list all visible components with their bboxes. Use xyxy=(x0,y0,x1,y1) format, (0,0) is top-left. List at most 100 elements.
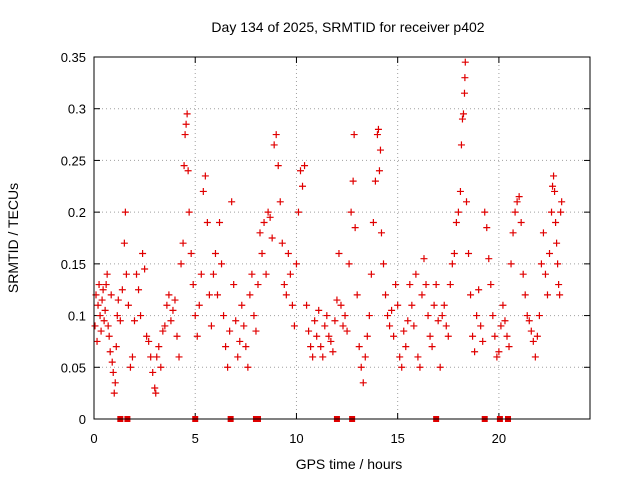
data-point xyxy=(533,332,541,340)
data-point xyxy=(377,229,385,237)
data-point xyxy=(205,291,213,299)
data-point xyxy=(185,208,193,216)
data-point xyxy=(201,172,209,180)
data-point xyxy=(268,234,276,242)
data-point xyxy=(485,255,493,263)
data-point xyxy=(96,312,104,320)
data-point xyxy=(363,332,371,340)
data-point xyxy=(410,322,418,330)
data-point xyxy=(292,260,300,268)
data-point xyxy=(114,296,122,304)
data-point xyxy=(167,317,175,325)
data-point xyxy=(109,368,117,376)
data-point xyxy=(276,198,284,206)
data-point xyxy=(177,260,185,268)
data-point xyxy=(323,312,331,320)
data-point xyxy=(460,89,468,97)
data-point xyxy=(98,296,106,304)
data-point xyxy=(440,301,448,309)
data-point xyxy=(173,332,181,340)
data-point xyxy=(525,317,533,325)
data-point xyxy=(333,296,341,304)
y-tick-label: 0.2 xyxy=(68,205,86,220)
data-point xyxy=(169,306,177,314)
data-point xyxy=(548,208,556,216)
data-point xyxy=(102,281,110,289)
data-point xyxy=(107,291,115,299)
y-axis-label: SRMTID / TECUs xyxy=(5,183,21,293)
data-point xyxy=(106,348,114,356)
data-point xyxy=(159,327,167,335)
data-point xyxy=(224,363,232,371)
data-point xyxy=(448,260,456,268)
data-point xyxy=(327,337,335,345)
data-point xyxy=(495,348,503,356)
data-point xyxy=(386,322,394,330)
data-point xyxy=(337,301,345,309)
data-point xyxy=(305,327,313,335)
data-point xyxy=(124,301,132,309)
data-point xyxy=(355,343,363,351)
data-point xyxy=(108,358,116,366)
data-point xyxy=(446,281,454,289)
grid-lines xyxy=(94,57,590,419)
data-point xyxy=(396,353,404,361)
data-point xyxy=(94,301,102,309)
data-point xyxy=(171,296,179,304)
data-point xyxy=(503,332,511,340)
data-point xyxy=(371,177,379,185)
data-point xyxy=(101,306,109,314)
data-point xyxy=(165,291,173,299)
y-tick-label: 0.15 xyxy=(61,257,86,272)
data-point xyxy=(428,343,436,351)
data-point xyxy=(350,131,358,139)
data-point xyxy=(471,348,479,356)
data-point xyxy=(369,218,377,226)
data-point xyxy=(296,167,304,175)
data-point xyxy=(311,317,319,325)
y-tick-label: 0.05 xyxy=(61,360,86,375)
data-point xyxy=(373,131,381,139)
data-point xyxy=(199,187,207,195)
data-point xyxy=(444,332,452,340)
data-point xyxy=(345,260,353,268)
data-point xyxy=(349,177,357,185)
data-point xyxy=(461,74,469,82)
data-point xyxy=(452,218,460,226)
data-point xyxy=(152,389,160,397)
data-point xyxy=(493,353,501,361)
data-point xyxy=(313,332,321,340)
data-point xyxy=(222,343,230,351)
data-point xyxy=(260,218,268,226)
data-point xyxy=(99,286,107,294)
data-point xyxy=(207,322,215,330)
data-point xyxy=(365,312,373,320)
data-point xyxy=(436,363,444,371)
data-point xyxy=(392,281,400,289)
data-point xyxy=(511,208,519,216)
data-point xyxy=(116,317,124,325)
data-point xyxy=(143,332,151,340)
data-point xyxy=(244,363,252,371)
y-tick-label: 0 xyxy=(79,412,86,427)
data-point xyxy=(182,120,190,128)
data-point xyxy=(546,250,554,258)
data-point xyxy=(416,363,424,371)
data-point xyxy=(181,131,189,139)
data-point xyxy=(294,208,302,216)
x-axis-label: GPS time / hours xyxy=(296,456,403,472)
data-point xyxy=(213,291,221,299)
data-point xyxy=(412,270,420,278)
data-point xyxy=(513,198,521,206)
data-point xyxy=(505,343,513,351)
data-point xyxy=(400,327,408,335)
data-point xyxy=(527,327,535,335)
data-point xyxy=(288,301,296,309)
data-point xyxy=(497,322,505,330)
data-point xyxy=(179,239,187,247)
data-point xyxy=(254,281,262,289)
y-tick-label: 0.25 xyxy=(61,153,86,168)
data-point xyxy=(155,343,163,351)
data-point xyxy=(112,343,120,351)
data-point xyxy=(161,322,169,330)
